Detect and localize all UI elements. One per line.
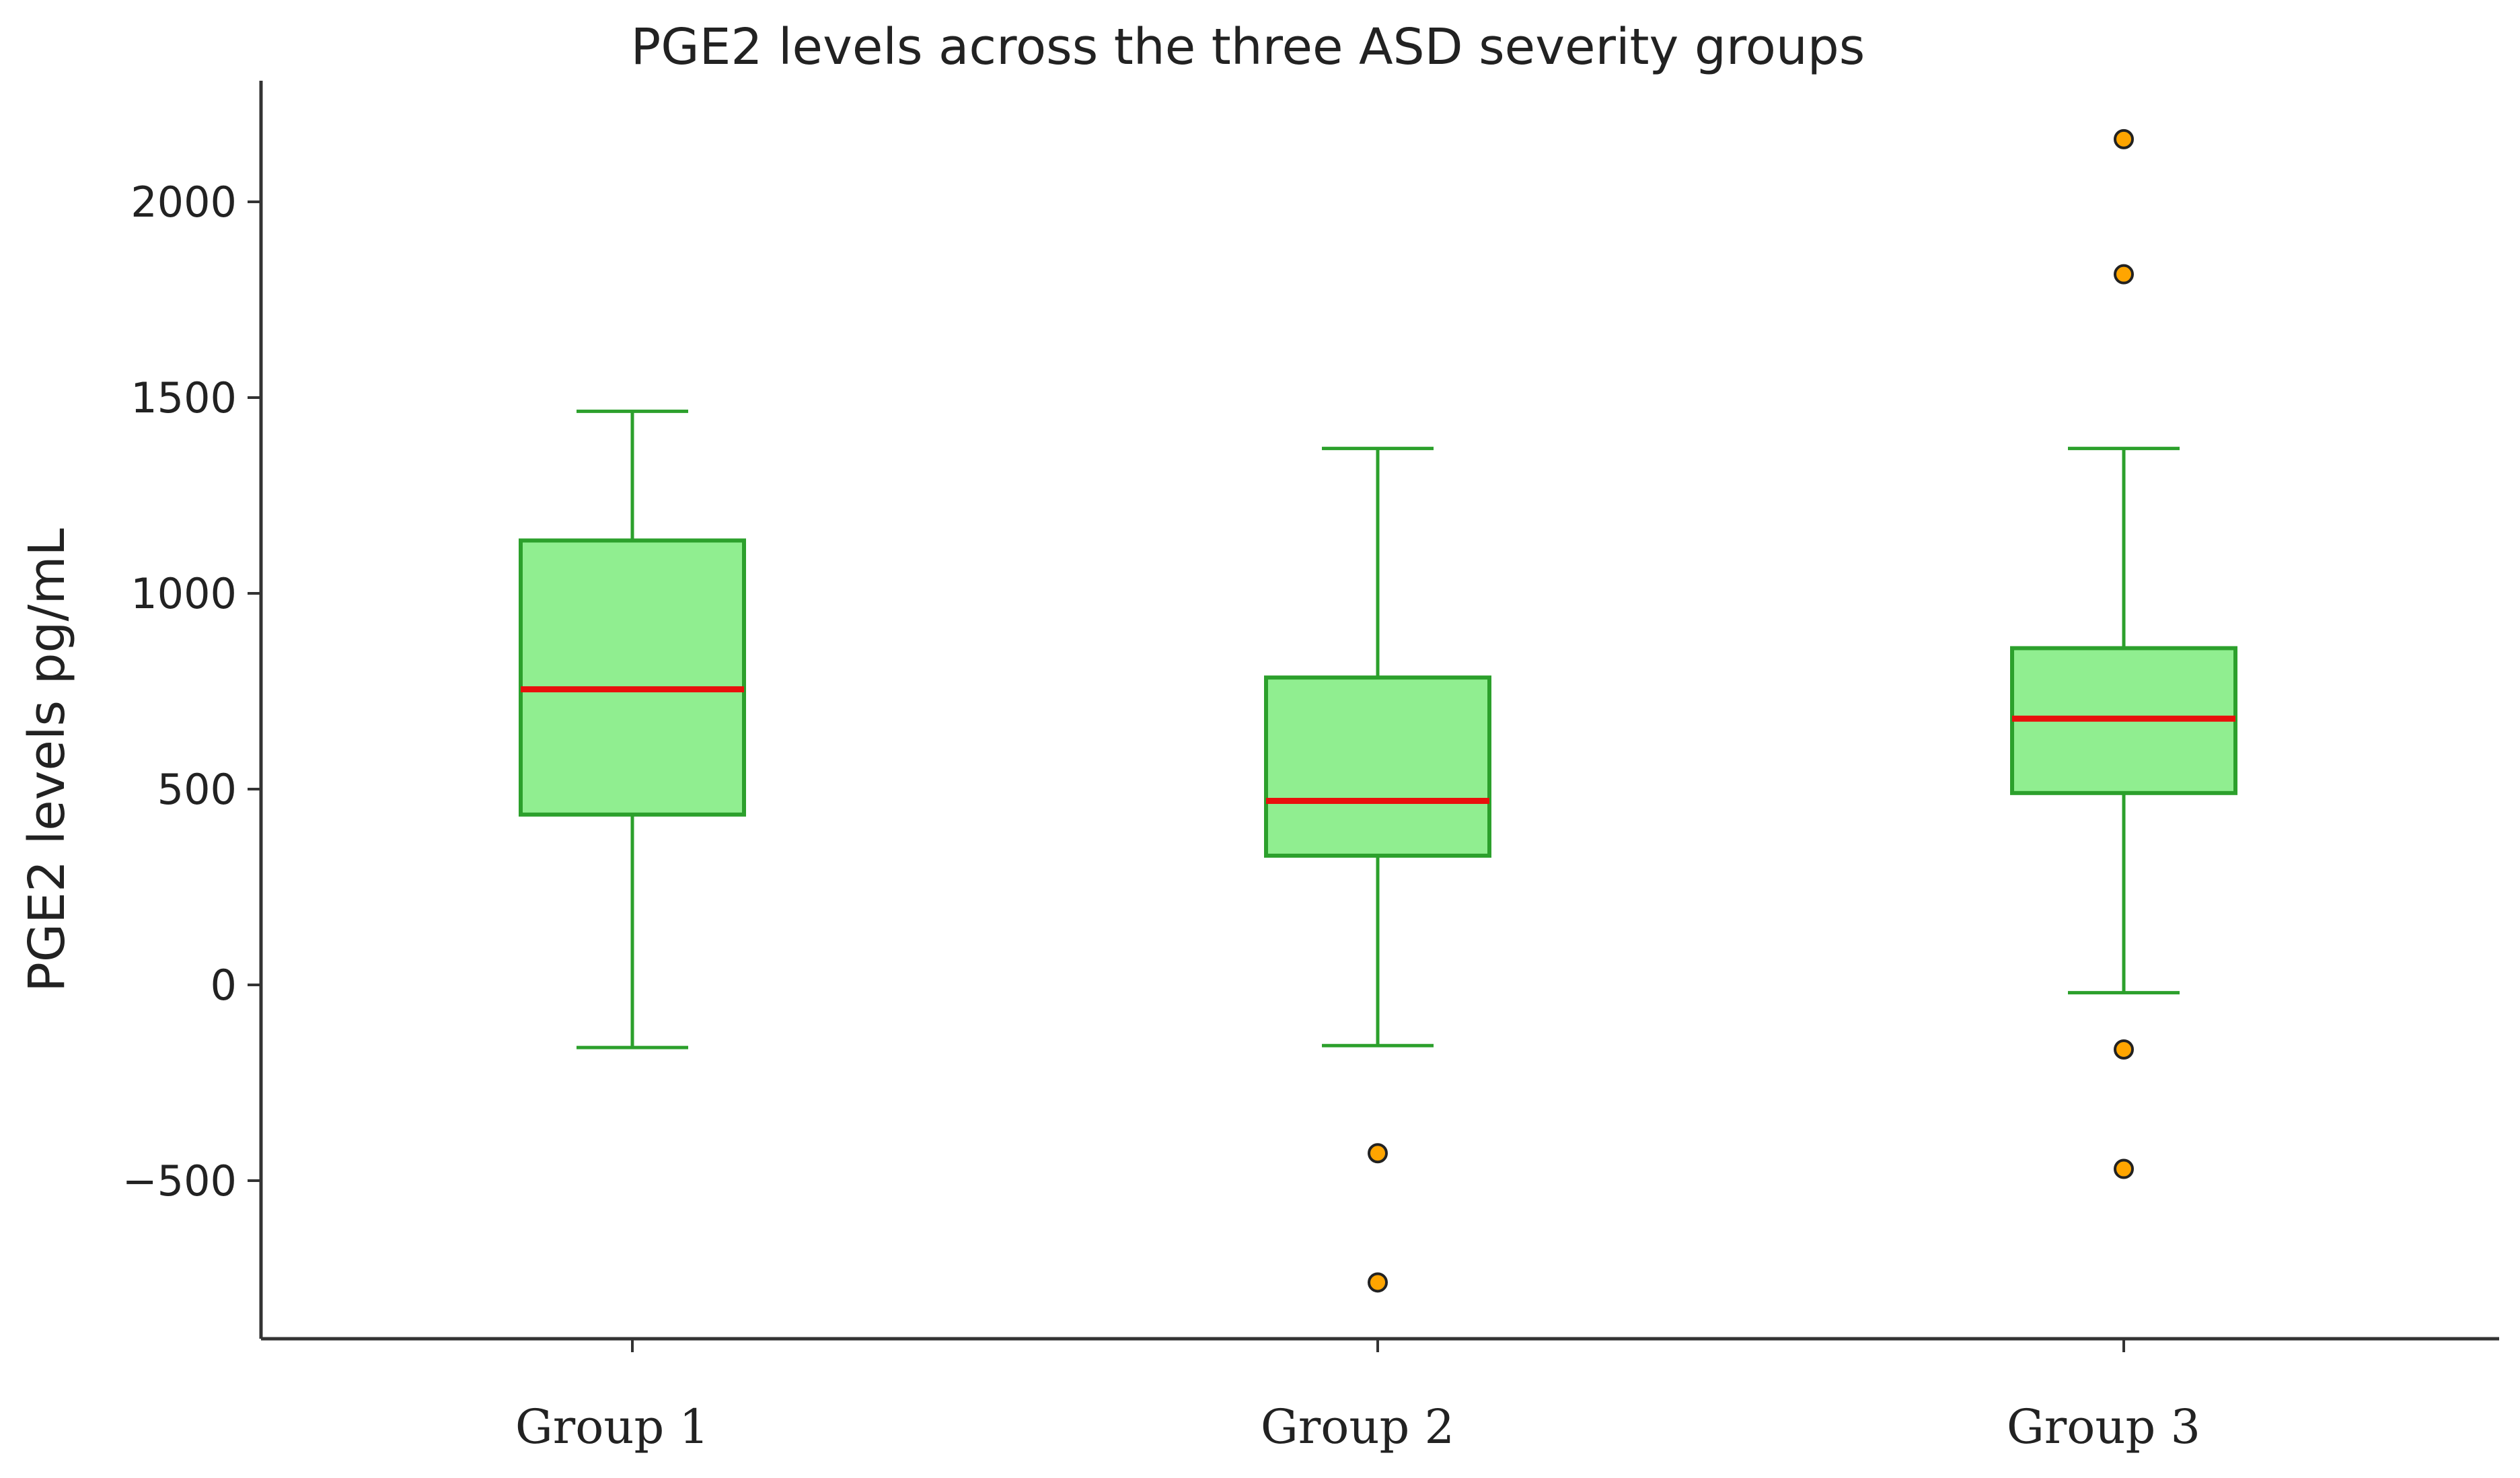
y-tick-label: 1000 (131, 569, 237, 618)
y-axis-label: PGE2 levels pg/mL (18, 528, 76, 992)
outlier-point (2114, 1039, 2134, 1060)
outlier-point (2114, 128, 2134, 149)
y-tick-label: 500 (157, 765, 237, 814)
box-group-1 (519, 409, 746, 1049)
outlier-point (2114, 264, 2134, 285)
box-group-3 (2010, 128, 2237, 1179)
outlier-point (2114, 1158, 2134, 1179)
x-tick-label: Group 2 (1261, 1399, 1454, 1454)
box-group-2 (1264, 447, 1491, 1293)
iqr-box (1264, 675, 1491, 858)
chart-title: PGE2 levels across the three ASD severit… (631, 18, 1865, 76)
y-tick-label: 1500 (131, 373, 237, 422)
y-tick-label: 0 (211, 961, 237, 1010)
x-tick-label: Group 3 (2007, 1399, 2200, 1454)
iqr-box (519, 538, 746, 817)
outlier-point (1368, 1143, 1388, 1164)
outlier-point (1368, 1272, 1388, 1293)
y-tick-label: −500 (122, 1156, 237, 1206)
x-tick-label: Group 1 (515, 1399, 709, 1454)
y-tick-label: 2000 (131, 178, 237, 227)
